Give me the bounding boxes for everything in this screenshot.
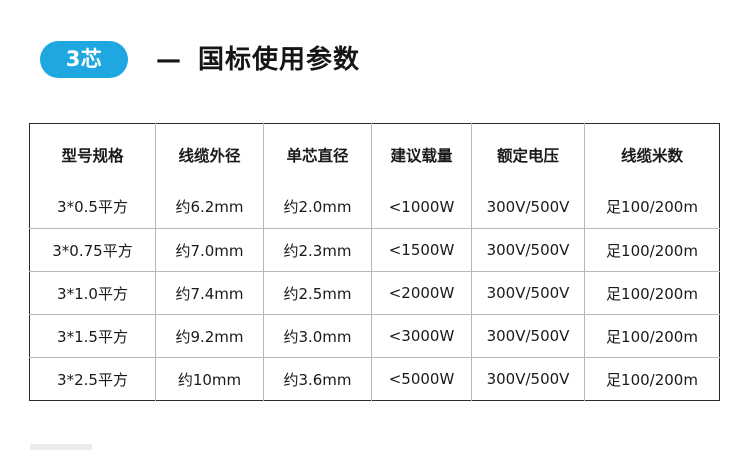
cell-core-diameter: 约2.3mm [263,228,372,272]
cell-outer-diameter: 约7.0mm [155,228,264,272]
cell-spec: 3*0.5平方 [29,185,156,229]
cell-spec: 3*2.5平方 [29,357,156,401]
cell-spec: 3*1.5平方 [29,314,156,358]
page-title: 国标使用参数 [198,44,361,75]
cell-core-diameter: 约2.5mm [263,271,372,315]
column-header-load: 建议载量 [371,123,472,186]
core-count-badge: 3芯 [40,41,128,78]
table-row: 3*2.5平方 约10mm 约3.6mm <5000W 300V/500V 足1… [29,357,720,401]
cell-length: 足100/200m [584,185,720,229]
table-row: 3*0.75平方 约7.0mm 约2.3mm <1500W 300V/500V … [29,228,720,272]
column-header-outer-diameter: 线缆外径 [155,123,264,186]
cell-spec: 3*1.0平方 [29,271,156,315]
parameters-table-container: 型号规格 线缆外径 单芯直径 建议载量 额定电压 线缆米数 3*0.5平方 约6… [29,123,720,401]
parameters-table: 型号规格 线缆外径 单芯直径 建议载量 额定电压 线缆米数 3*0.5平方 约6… [29,123,720,401]
cell-core-diameter: 约3.6mm [263,357,372,401]
column-header-core-diameter: 单芯直径 [263,123,372,186]
table-row: 3*1.5平方 约9.2mm 约3.0mm <3000W 300V/500V 足… [29,314,720,358]
cell-voltage: 300V/500V [471,228,585,272]
cell-outer-diameter: 约7.4mm [155,271,264,315]
cell-outer-diameter: 约6.2mm [155,185,264,229]
table-row: 3*1.0平方 约7.4mm 约2.5mm <2000W 300V/500V 足… [29,271,720,315]
cell-voltage: 300V/500V [471,271,585,315]
cell-load: <1000W [371,185,472,229]
page-bottom-artifact [30,444,92,450]
column-header-voltage: 额定电压 [471,123,585,186]
table-row: 3*0.5平方 约6.2mm 约2.0mm <1000W 300V/500V 足… [29,185,720,229]
cell-load: <2000W [371,271,472,315]
table-header-row: 型号规格 线缆外径 单芯直径 建议载量 额定电压 线缆米数 [29,123,720,186]
page-header: 3芯 — 国标使用参数 [0,0,750,118]
cell-outer-diameter: 约10mm [155,357,264,401]
cell-length: 足100/200m [584,314,720,358]
cell-load: <5000W [371,357,472,401]
cell-core-diameter: 约3.0mm [263,314,372,358]
cell-voltage: 300V/500V [471,314,585,358]
cell-length: 足100/200m [606,370,698,389]
cell-length: 足100/200m [584,228,720,272]
cell-spec: 3*0.75平方 [29,228,156,272]
cell-load: <1500W [371,228,472,272]
cell-load: <3000W [371,314,472,358]
cell-core-diameter: 约2.0mm [263,185,372,229]
column-header-length: 线缆米数 [620,146,683,165]
cell-outer-diameter: 约9.2mm [155,314,264,358]
column-header-spec: 型号规格 [29,123,156,186]
cell-voltage: 300V/500V [471,357,585,401]
cell-length: 足100/200m [584,271,720,315]
core-count-badge-label: 3芯 [65,46,103,71]
title-dash-icon: — [156,45,181,74]
section-title-group: — 国标使用参数 [156,41,360,78]
cell-voltage: 300V/500V [471,185,585,229]
